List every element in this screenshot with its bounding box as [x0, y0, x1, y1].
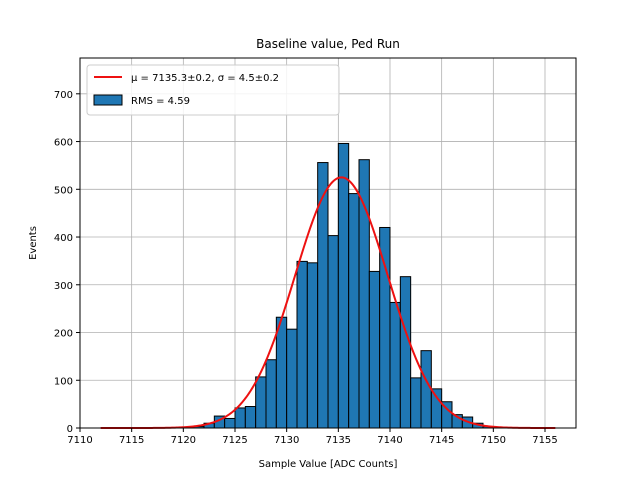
x-tick-label: 7110: [67, 435, 92, 446]
histogram-bar: [410, 377, 422, 429]
histogram-bar: [399, 276, 412, 429]
histogram-bar: [368, 270, 381, 429]
x-tick-label: 7140: [377, 435, 402, 446]
y-tick-label: 500: [54, 185, 73, 196]
x-tick-label: 7150: [481, 435, 506, 446]
histogram-bar: [430, 388, 443, 429]
y-tick-label: 600: [54, 138, 73, 149]
x-axis-ticks: 7110 7115 7120 7125 7130 7135 7140 7145 7150 7155: [67, 428, 558, 446]
x-tick-label: 7120: [171, 435, 196, 446]
histogram-bar: [296, 260, 308, 429]
legend: μ = 7135.3±0.2, σ = 4.5±0.2 RMS = 4.59: [86, 64, 340, 116]
legend-rms-swatch: [93, 94, 123, 106]
y-tick-label: 0: [67, 424, 73, 435]
x-tick-label: 7125: [222, 435, 247, 446]
histogram-bar: [327, 235, 339, 429]
chart-title: Baseline value, Ped Run: [256, 37, 400, 51]
histogram-bar: [234, 407, 246, 429]
y-tick-label: 100: [54, 376, 73, 387]
histogram-bar: [286, 328, 298, 429]
histogram-bar: [389, 301, 401, 429]
plot-frame: [79, 57, 577, 429]
legend-frame: [86, 64, 340, 116]
x-tick-label: 7135: [326, 435, 351, 446]
legend-fit-label: μ = 7135.3±0.2, σ = 4.5±0.2: [131, 73, 279, 84]
histogram-bar: [255, 376, 267, 429]
x-tick-label: 7155: [532, 435, 557, 446]
histogram-bar: [224, 417, 236, 429]
histogram-bar: [337, 142, 350, 429]
histogram-bar: [244, 406, 257, 429]
y-tick-label: 400: [54, 233, 73, 244]
histogram-bar: [348, 193, 360, 429]
x-tick-label: 7115: [119, 435, 144, 446]
x-tick-label: 7130: [274, 435, 299, 446]
y-tick-label: 200: [54, 329, 73, 340]
histogram-bar: [265, 359, 277, 429]
legend-rms-label: RMS = 4.59: [131, 96, 190, 107]
x-tick-label: 7145: [429, 435, 454, 446]
x-axis-label: Sample Value [ADC Counts]: [259, 459, 398, 470]
histogram-bar: [306, 262, 319, 429]
histogram-bar: [379, 226, 391, 429]
y-tick-label: 700: [54, 90, 73, 101]
y-axis-label: Events: [28, 226, 39, 260]
y-tick-label: 300: [54, 281, 73, 292]
y-axis-ticks: 0 100 200 300 400 500 600 700: [54, 90, 80, 435]
histogram-bar: [275, 316, 288, 429]
histogram-bar: [420, 350, 432, 429]
